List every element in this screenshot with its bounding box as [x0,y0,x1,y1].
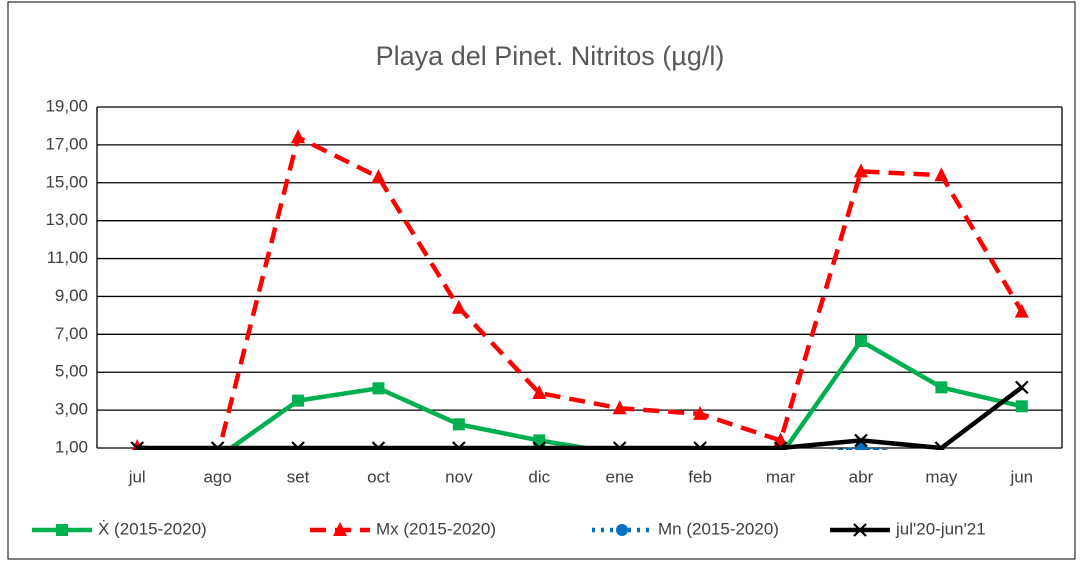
marker [853,523,867,537]
x-tick-label: feb [688,467,712,486]
x-tick-label: may [925,467,958,486]
plot-area [130,129,1029,450]
marker [854,334,867,347]
legend-label: Ẋ (2015-2020) [98,519,207,538]
y-tick-label: 9,00 [55,286,88,305]
marker [853,163,868,178]
marker [372,382,385,395]
x-tick-label: mar [766,467,796,486]
x-tick-label: ene [606,467,634,486]
marker [210,441,225,450]
marker [533,434,546,447]
legend: Ẋ (2015-2020) Mx (2015-2020) Mn (2015-2020… [32,519,986,538]
x-tick-label: set [287,467,310,486]
marker [333,522,347,536]
y-tick-label: 5,00 [55,362,88,381]
series-line [136,134,1024,450]
x-tick-label: nov [445,467,473,486]
marker [532,441,547,450]
y-tick-label: 11,00 [47,248,88,267]
marker [130,441,144,450]
marker [773,432,788,447]
marker [612,441,627,450]
marker [1015,380,1029,395]
labels: 1,00 3,00 5,00 7,00 9,00 11,00 13,00 15,00 17,00… [45,96,1033,486]
x-tick-label: jul [128,467,146,486]
marker [612,400,627,415]
marker [371,169,386,184]
marker [451,299,466,314]
marker [693,441,707,450]
marker [452,441,466,450]
y-tick-label: 1,00 [55,437,88,456]
x-tick-label: dic [528,467,550,486]
marker [532,385,547,400]
chart-border [7,1,1076,560]
legend-label: jul'20-jun'21 [895,519,986,538]
marker [371,441,386,450]
marker [935,381,948,394]
y-tick-label: 17,00 [45,134,88,153]
chart-title: Playa del Pinet. Nitritos (µg/l) [376,41,725,71]
marker [1014,303,1029,318]
series-line [829,446,893,450]
legend-label: Mn (2015-2020) [658,519,779,538]
marker [291,129,306,144]
marker [291,441,305,450]
marker [1015,400,1028,413]
y-tick-label: 19,00 [45,96,88,115]
y-tick-label: 15,00 [45,172,88,191]
series-line [137,385,1024,450]
x-tick-label: ago [203,467,231,486]
x-tick-label: oct [367,467,390,486]
marker [693,405,708,420]
legend-label: Mx (2015-2020) [376,519,496,538]
x-tick-label: abr [849,467,874,486]
y-tick-label: 7,00 [55,324,88,343]
y-tick-label: 13,00 [45,210,88,229]
marker [452,418,465,431]
marker [854,433,868,448]
marker [56,524,68,536]
marker [616,524,628,536]
marker [773,441,788,450]
marker [934,441,949,450]
y-tick-label: 3,00 [55,400,88,419]
x-tick-label: jun [1009,467,1033,486]
marker [292,394,305,407]
marker [934,167,949,182]
